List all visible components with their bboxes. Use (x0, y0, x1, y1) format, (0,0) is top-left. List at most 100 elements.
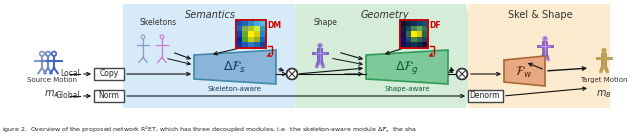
Bar (254, 42, 260, 48)
Bar (412, 20, 417, 26)
Polygon shape (320, 62, 325, 68)
Text: igure 2.  Overview of the proposed network R$^2$ET, which has three decoupled mo: igure 2. Overview of the proposed networ… (2, 125, 417, 135)
Bar (260, 20, 266, 26)
Bar (417, 37, 422, 42)
FancyBboxPatch shape (94, 90, 124, 102)
Polygon shape (600, 53, 607, 67)
Text: $\Delta\mathcal{F}_s$: $\Delta\mathcal{F}_s$ (223, 59, 246, 75)
Bar (400, 37, 406, 42)
Bar (248, 20, 254, 26)
Polygon shape (548, 45, 554, 48)
Polygon shape (595, 57, 600, 60)
Bar (406, 20, 412, 26)
Bar (248, 26, 254, 31)
Bar (236, 26, 242, 31)
Bar (248, 42, 254, 48)
Bar (412, 37, 417, 42)
Text: Copy: Copy (99, 69, 118, 79)
Bar (400, 31, 406, 37)
Polygon shape (541, 41, 548, 55)
Circle shape (287, 68, 298, 79)
Text: Global: Global (56, 92, 80, 101)
Text: $\mathcal{F}_w$: $\mathcal{F}_w$ (515, 64, 532, 80)
Text: Skeleton-aware: Skeleton-aware (208, 86, 262, 92)
Bar (242, 26, 248, 31)
Bar (400, 42, 406, 48)
Bar (254, 31, 260, 37)
Text: Skeletons: Skeletons (140, 18, 177, 27)
Bar (242, 37, 248, 42)
Bar (417, 26, 422, 31)
Text: Target Motion: Target Motion (580, 77, 628, 83)
Circle shape (456, 68, 467, 79)
Text: Source Motion: Source Motion (27, 77, 77, 83)
Circle shape (602, 48, 607, 53)
Polygon shape (315, 62, 320, 68)
Bar (254, 37, 260, 42)
Bar (242, 42, 248, 48)
Text: DM: DM (267, 21, 281, 30)
Bar (422, 42, 428, 48)
Polygon shape (607, 57, 612, 60)
Bar (400, 20, 428, 48)
Polygon shape (317, 48, 323, 62)
Bar (417, 42, 422, 48)
Text: Skel & Shape: Skel & Shape (508, 10, 572, 20)
Bar (400, 26, 406, 31)
Bar (242, 20, 248, 26)
Bar (417, 20, 422, 26)
Bar (236, 20, 242, 26)
Bar (406, 26, 412, 31)
Bar (406, 31, 412, 37)
Bar (412, 26, 417, 31)
Polygon shape (468, 4, 610, 108)
Bar (422, 20, 428, 26)
Bar (406, 42, 412, 48)
Bar (236, 20, 266, 48)
Text: Shape: Shape (313, 18, 337, 27)
Bar (254, 26, 260, 31)
Text: $\Delta\mathcal{F}_g$: $\Delta\mathcal{F}_g$ (395, 58, 419, 75)
Bar (400, 20, 428, 48)
Text: Geometry: Geometry (361, 10, 410, 20)
Bar (400, 20, 406, 26)
Text: Denorm: Denorm (470, 92, 500, 101)
Bar (254, 20, 260, 26)
Polygon shape (599, 67, 604, 73)
Bar (236, 37, 242, 42)
Bar (260, 42, 266, 48)
Text: Norm: Norm (99, 92, 120, 101)
Bar (242, 31, 248, 37)
Polygon shape (604, 67, 609, 73)
Polygon shape (366, 50, 448, 84)
Bar (260, 26, 266, 31)
Polygon shape (540, 55, 545, 61)
Bar (417, 31, 422, 37)
Text: Local: Local (60, 69, 80, 79)
Bar (260, 37, 266, 42)
Bar (236, 20, 266, 48)
Bar (236, 42, 242, 48)
Bar (236, 31, 242, 37)
Polygon shape (323, 52, 328, 55)
Bar (422, 37, 428, 42)
Bar (422, 26, 428, 31)
Bar (248, 31, 254, 37)
FancyBboxPatch shape (468, 90, 503, 102)
Circle shape (317, 43, 323, 48)
Text: $m_B$: $m_B$ (596, 88, 612, 100)
Bar (406, 37, 412, 42)
Text: Shape-aware: Shape-aware (384, 86, 429, 92)
Polygon shape (504, 56, 545, 86)
Bar (422, 31, 428, 37)
Bar (412, 42, 417, 48)
Polygon shape (123, 4, 308, 108)
Bar (260, 31, 266, 37)
Circle shape (543, 36, 548, 41)
Bar (412, 31, 417, 37)
Polygon shape (545, 55, 550, 61)
FancyBboxPatch shape (94, 68, 124, 80)
Bar (248, 37, 254, 42)
Text: $m_A$: $m_A$ (44, 88, 60, 100)
Polygon shape (194, 50, 276, 84)
